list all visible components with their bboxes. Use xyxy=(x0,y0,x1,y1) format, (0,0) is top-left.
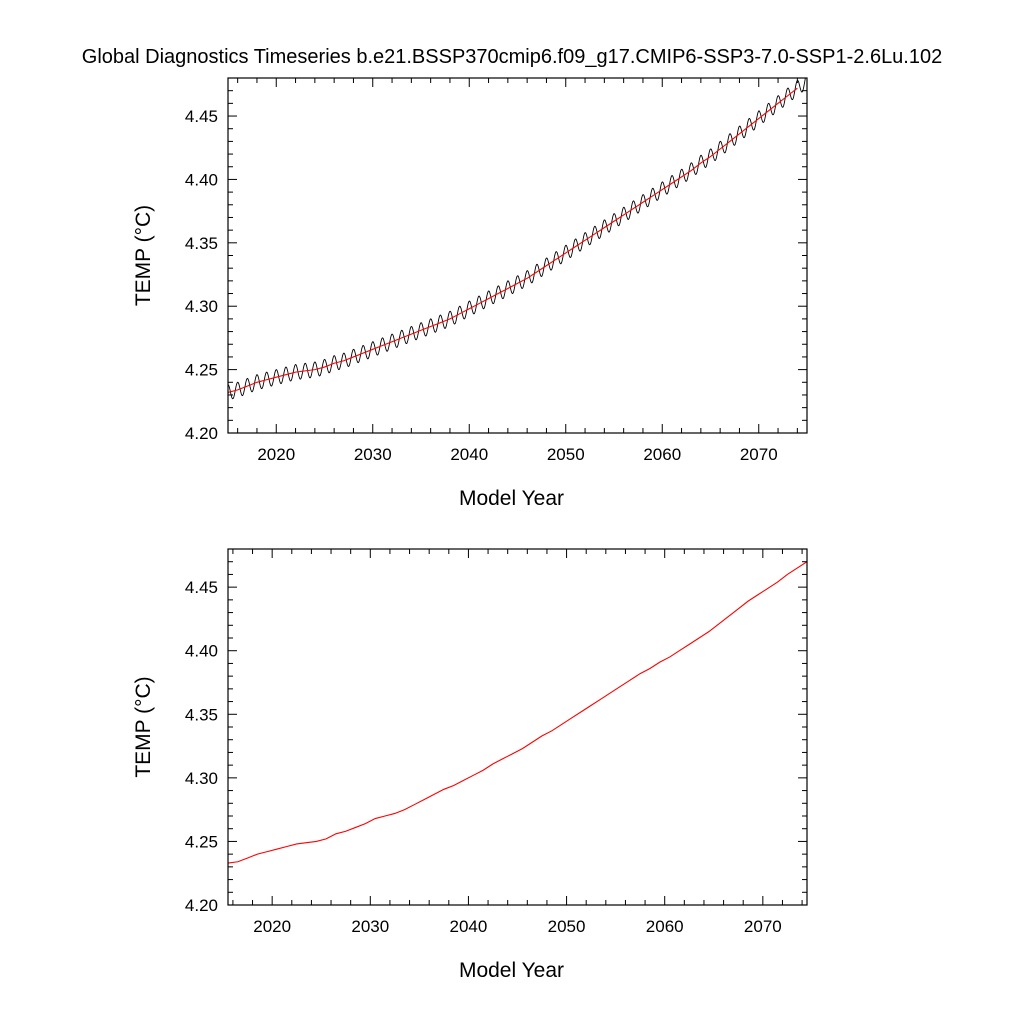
x-axis-title: Model Year xyxy=(459,487,564,510)
x-tick-label: 2020 xyxy=(253,917,291,936)
x-tick-label: 2030 xyxy=(351,917,389,936)
x-tick-label: 2030 xyxy=(354,445,392,464)
y-tick-label: 4.45 xyxy=(185,578,218,597)
y-tick-label: 4.40 xyxy=(185,170,218,189)
plot-frame xyxy=(227,548,808,906)
x-tick-label: 2070 xyxy=(740,445,778,464)
y-axis-title: TEMP (°C) xyxy=(132,676,155,777)
plot-frame xyxy=(227,77,808,434)
x-tick-label: 2070 xyxy=(744,917,782,936)
y-tick-label: 4.20 xyxy=(185,896,218,915)
series-line-1-1 xyxy=(228,78,806,400)
y-tick-label: 4.20 xyxy=(185,424,218,443)
x-tick-label: 2040 xyxy=(450,917,488,936)
x-axis-title: Model Year xyxy=(459,959,564,982)
y-tick-label: 4.35 xyxy=(185,705,218,724)
y-tick-label: 4.40 xyxy=(185,642,218,661)
chart-panel-1: 2020 2030 2040 2050 2060 2070 4.20 4.25 4.30 4.35… xyxy=(132,77,808,510)
x-tick-label: 2050 xyxy=(547,445,585,464)
y-tick-label: 4.30 xyxy=(185,297,218,316)
y-tick-label: 4.25 xyxy=(185,832,218,851)
series-line-2-1 xyxy=(228,561,807,864)
x-tick-label: 2060 xyxy=(646,917,684,936)
y-tick-label: 4.25 xyxy=(185,361,218,380)
x-tick-label: 2060 xyxy=(643,445,681,464)
page-title: Global Diagnostics Timeseries b.e21.BSSP… xyxy=(81,46,943,68)
y-axis-title: TEMP (°C) xyxy=(132,205,155,306)
y-tick-label: 4.30 xyxy=(185,769,218,788)
chart-panel-2: 2020 2030 2040 2050 2060 2070 4.20 4.25 4.30 4.35… xyxy=(132,548,808,982)
y-tick-label: 4.45 xyxy=(185,107,218,126)
x-tick-label: 2050 xyxy=(548,917,586,936)
x-tick-label: 2040 xyxy=(450,445,488,464)
y-tick-label: 4.35 xyxy=(185,234,218,253)
series-line-1-2 xyxy=(228,87,798,393)
x-tick-label: 2020 xyxy=(257,445,295,464)
